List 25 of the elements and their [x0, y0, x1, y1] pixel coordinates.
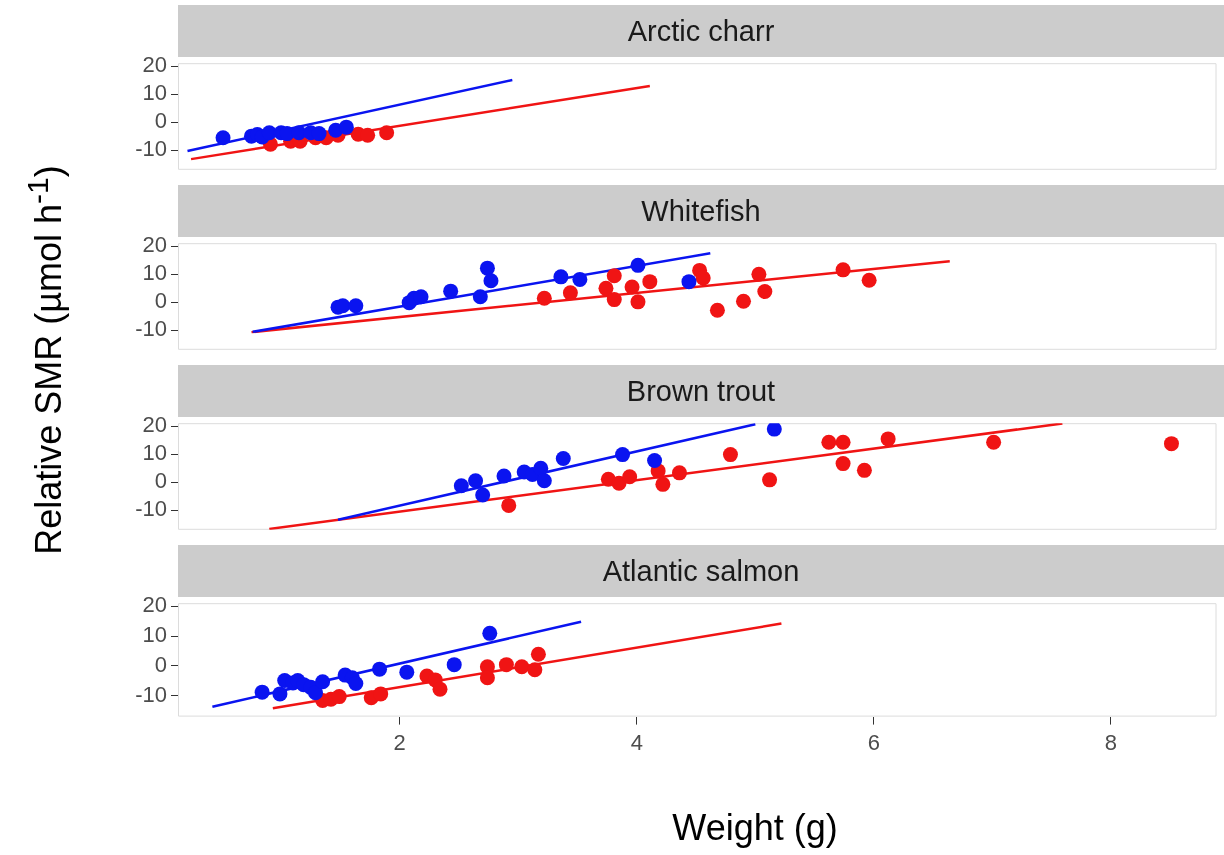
y-tick-label: -10 [135, 496, 167, 522]
y-tick-label: 10 [142, 440, 167, 466]
y-tick-label: 0 [154, 108, 167, 134]
y-tick-label: 10 [142, 622, 167, 648]
chart-title: Atlantic salmon [178, 545, 1224, 597]
y-tick-label: 20 [142, 592, 167, 618]
y-tick-label: 10 [142, 80, 167, 106]
y-tick-label: 0 [154, 468, 167, 494]
chart-title: Whitefish [178, 185, 1224, 237]
y-tick-label: -10 [135, 316, 167, 342]
y-tick-label: 10 [142, 260, 167, 286]
x-tick-label: 4 [630, 729, 643, 755]
y-tick-label: 20 [142, 232, 167, 258]
x-axis-title: Weight (g) [672, 807, 838, 849]
x-tick-label: 8 [1104, 729, 1118, 755]
y-tick-label: 20 [142, 412, 167, 438]
y-tick-label: 0 [154, 288, 167, 314]
y-tick-label: -10 [135, 136, 167, 162]
y-tick-label: 20 [142, 52, 167, 78]
y-tick-label: -10 [135, 681, 167, 707]
chart-title: Arctic charr [178, 5, 1224, 57]
y-tick-label: 0 [154, 651, 167, 677]
chart-title: Brown trout [178, 365, 1224, 417]
x-tick-label: 6 [867, 729, 881, 755]
x-tick-label: 2 [393, 729, 406, 755]
